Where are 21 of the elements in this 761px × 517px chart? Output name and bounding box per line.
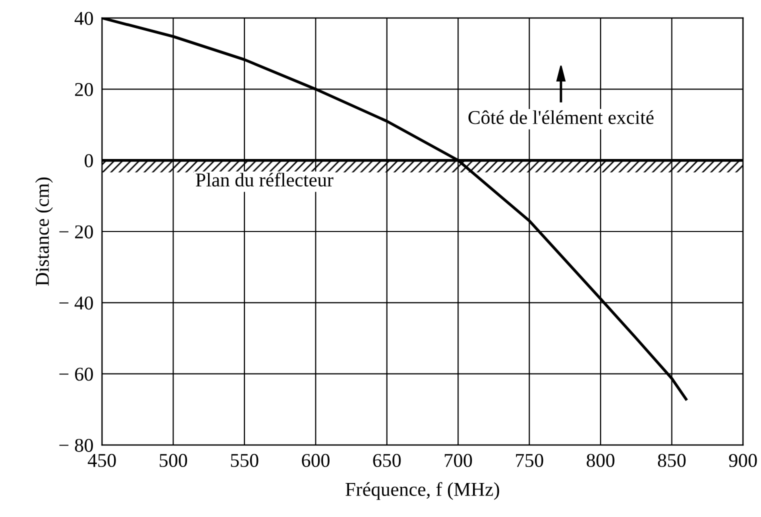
y-tick-label: − 80 [59, 438, 93, 452]
x-tick-label: 800 [586, 454, 614, 468]
y-tick-label: 0 [84, 154, 93, 168]
x-tick-label: 850 [658, 454, 686, 468]
x-axis-title: Fréquence, f (MHz) [346, 482, 500, 500]
x-tick-label: 900 [729, 454, 757, 468]
x-tick-label: 600 [302, 454, 330, 468]
x-tick-label: 550 [230, 454, 258, 468]
y-tick-label: − 60 [59, 368, 93, 381]
x-tick-label: 450 [88, 454, 116, 468]
x-tick-label: 700 [444, 454, 472, 468]
ref-line-label: Plan du réflecteur [196, 172, 334, 187]
x-tick-label: 750 [516, 454, 544, 468]
y-tick-label: − 20 [59, 225, 93, 238]
y-axis-title: Distance (cm) [35, 178, 53, 286]
x-tick-label: 500 [160, 454, 188, 468]
y-tick-label: 20 [75, 82, 93, 96]
x-tick-label: 650 [373, 454, 401, 468]
y-tick-label: 40 [74, 12, 93, 25]
annotation: Côté de l'élément excité [468, 110, 654, 124]
y-tick-label: − 40 [59, 296, 93, 310]
